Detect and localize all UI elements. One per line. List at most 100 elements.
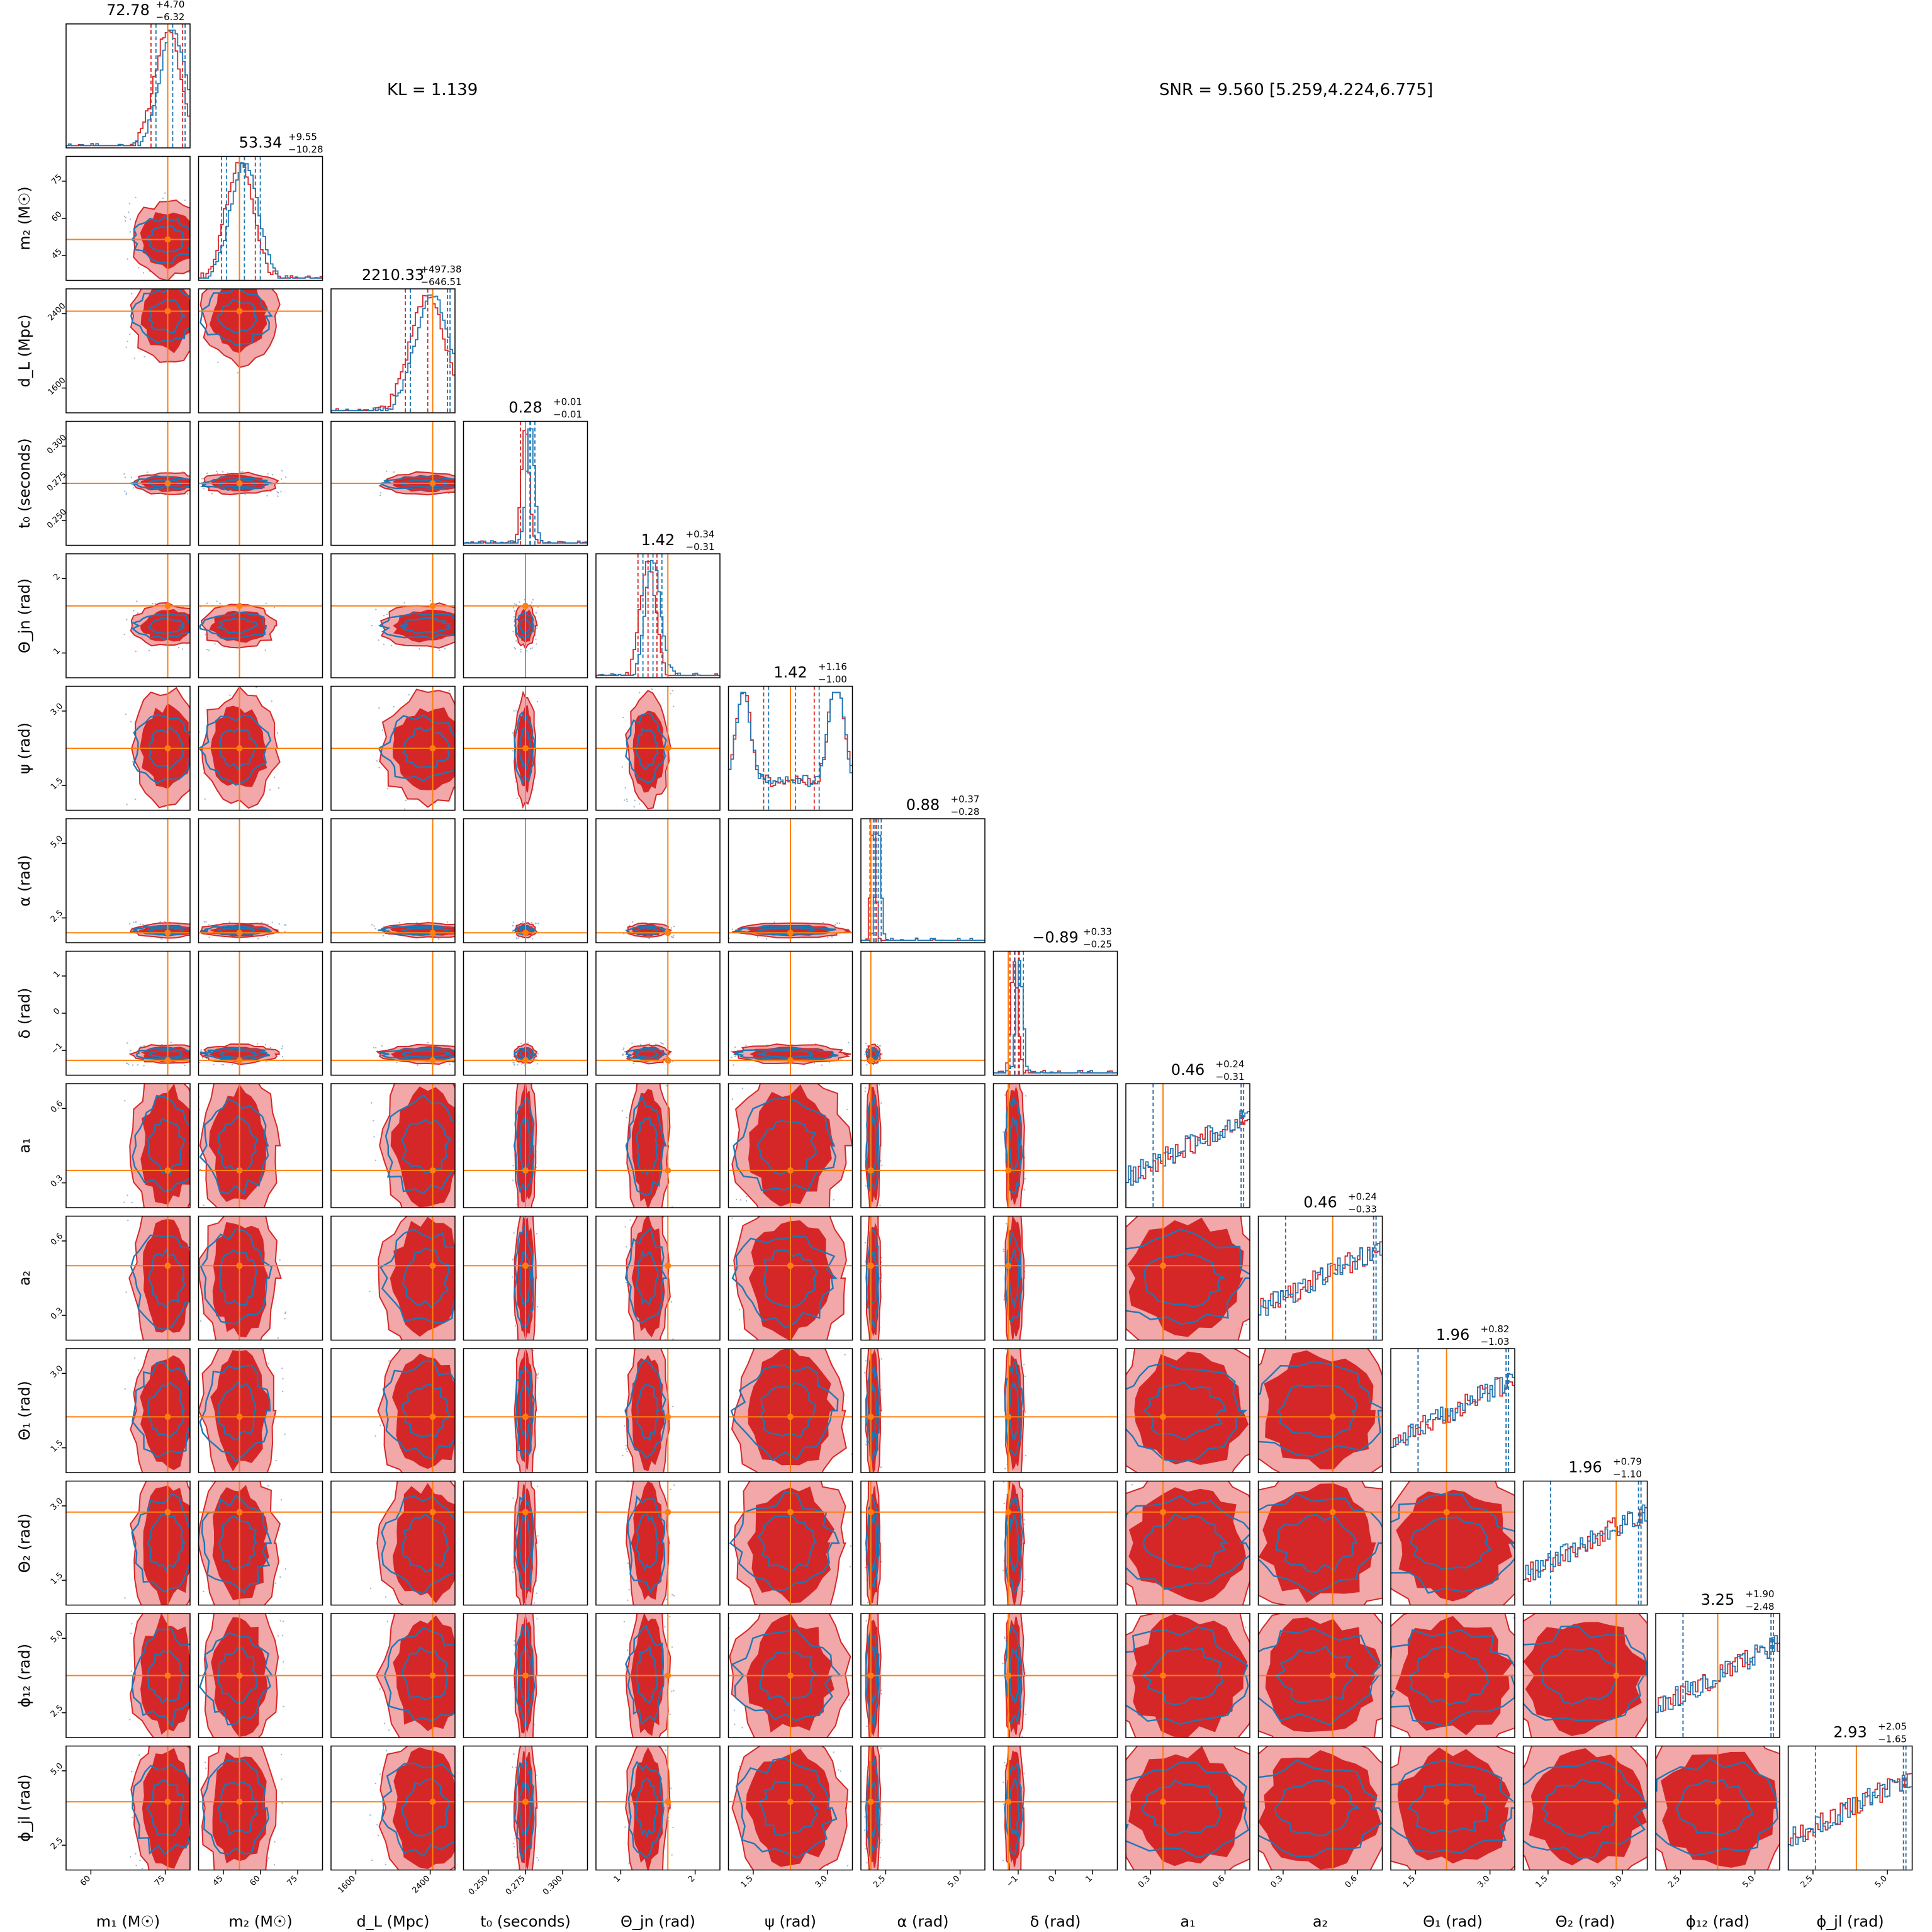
sample-point bbox=[531, 602, 533, 604]
sample-point bbox=[514, 1640, 515, 1642]
sample-point bbox=[880, 1454, 882, 1455]
sample-point bbox=[186, 681, 187, 682]
truth-marker bbox=[1443, 1799, 1450, 1806]
sample-point bbox=[199, 1894, 201, 1895]
sample-point bbox=[206, 642, 207, 643]
sample-point bbox=[257, 264, 259, 265]
sample-point bbox=[1004, 1203, 1006, 1204]
contour-panel-t0-thetajn bbox=[463, 553, 588, 678]
sample-point bbox=[128, 266, 129, 267]
reference-contour-outer bbox=[733, 1047, 839, 1061]
sample-point bbox=[648, 938, 651, 940]
sample-point bbox=[281, 1802, 283, 1804]
x-tick-label: 0.3 bbox=[1269, 1874, 1284, 1890]
sample-point bbox=[864, 1816, 866, 1818]
sample-point bbox=[1498, 1476, 1499, 1477]
sample-point bbox=[834, 924, 836, 926]
sample-point bbox=[1092, 1760, 1093, 1761]
sample-point bbox=[205, 1043, 206, 1044]
sample-point bbox=[457, 1208, 458, 1210]
sample-point bbox=[1605, 1891, 1607, 1892]
reference-contour-inner bbox=[147, 1381, 186, 1439]
sample-point bbox=[536, 1183, 537, 1184]
sample-point bbox=[130, 476, 133, 478]
panel-frame bbox=[65, 1613, 191, 1738]
y-tick-label: 1 bbox=[52, 969, 62, 979]
panel-frame bbox=[1125, 1745, 1250, 1871]
reference-contour-outer bbox=[1523, 1759, 1648, 1860]
sample-point bbox=[476, 478, 478, 479]
sample-point bbox=[656, 1743, 657, 1744]
contour-panel-m1-thetajn: 12Θ_jn (rad) bbox=[16, 553, 207, 678]
sample-point bbox=[1409, 1405, 1410, 1406]
truth-marker bbox=[787, 1167, 794, 1174]
truth-marker bbox=[1005, 1413, 1012, 1420]
sample-point bbox=[853, 1524, 855, 1525]
sample-point bbox=[517, 937, 520, 939]
sample-point bbox=[520, 1901, 521, 1902]
reference-contour-outer bbox=[132, 1094, 190, 1193]
panel-frame bbox=[463, 1480, 588, 1606]
sample-point bbox=[1002, 1860, 1004, 1862]
x-tick-label: 2.5 bbox=[872, 1874, 887, 1890]
sample-point bbox=[201, 1057, 204, 1059]
sample-point bbox=[140, 1045, 142, 1047]
sample-point bbox=[268, 678, 269, 680]
y-tick-label: 2.5 bbox=[49, 1704, 65, 1719]
panel-frame bbox=[1257, 1348, 1383, 1473]
sample-point bbox=[378, 767, 380, 768]
sample-point bbox=[731, 1057, 733, 1059]
sample-point bbox=[483, 1401, 485, 1403]
sample-point bbox=[483, 1056, 484, 1057]
sample-point bbox=[854, 1666, 855, 1667]
sample-point bbox=[865, 1586, 866, 1587]
sample-point bbox=[536, 1063, 539, 1065]
sample-point bbox=[131, 293, 133, 295]
sample-point bbox=[512, 1276, 514, 1278]
reference-contour-outer bbox=[513, 1097, 535, 1194]
histogram-panel-a2: 0.46 +0.24−0.33 bbox=[1257, 1191, 1383, 1341]
histogram-title: −0.89 bbox=[1032, 929, 1079, 946]
sample-point bbox=[1016, 1476, 1017, 1477]
truth-marker bbox=[787, 1799, 794, 1806]
sample-point bbox=[512, 929, 514, 931]
sample-point bbox=[129, 218, 132, 220]
sample-point bbox=[467, 1167, 468, 1169]
sample-point bbox=[468, 1086, 469, 1087]
sample-point bbox=[137, 1603, 138, 1604]
reference-contour-inner bbox=[1008, 1777, 1020, 1838]
x-axis-label: t₀ (seconds) bbox=[480, 1913, 570, 1931]
posterior-contour-inner bbox=[140, 609, 190, 642]
sample-point bbox=[196, 1496, 198, 1497]
x-tick-label: −1 bbox=[1005, 1874, 1020, 1889]
sample-point bbox=[838, 922, 841, 924]
sample-point bbox=[514, 1069, 515, 1070]
sample-point bbox=[1003, 1782, 1004, 1783]
sample-point bbox=[1782, 1756, 1783, 1758]
sample-point bbox=[203, 1738, 205, 1739]
posterior-histogram bbox=[993, 961, 1118, 1076]
contour-panel-m1-a1: 0.30.6a₁ bbox=[16, 1083, 191, 1208]
sample-point bbox=[393, 1469, 394, 1471]
sample-point bbox=[1278, 1473, 1279, 1474]
sample-point bbox=[522, 1743, 523, 1744]
panel-frame bbox=[1125, 1083, 1250, 1208]
reference-contour-inner bbox=[145, 225, 186, 254]
sample-point bbox=[124, 1597, 126, 1599]
reference-contour-inner bbox=[519, 1644, 531, 1706]
sample-point bbox=[669, 816, 670, 817]
sample-point bbox=[193, 1318, 194, 1319]
reference-contour-inner bbox=[519, 1378, 531, 1440]
panel-frame bbox=[463, 420, 588, 546]
reference-contour-inner bbox=[636, 1644, 658, 1704]
sample-point bbox=[1300, 1742, 1301, 1743]
sample-point bbox=[880, 1488, 882, 1490]
reference-contour-outer bbox=[382, 1360, 455, 1461]
sample-point bbox=[134, 1731, 135, 1733]
reference-contour-outer bbox=[729, 1491, 840, 1591]
histogram-title-plus: +497.38 bbox=[421, 264, 462, 275]
sample-point bbox=[1655, 1738, 1656, 1739]
sample-point bbox=[1006, 1607, 1008, 1608]
sample-point bbox=[193, 617, 194, 618]
sample-point bbox=[664, 813, 665, 814]
